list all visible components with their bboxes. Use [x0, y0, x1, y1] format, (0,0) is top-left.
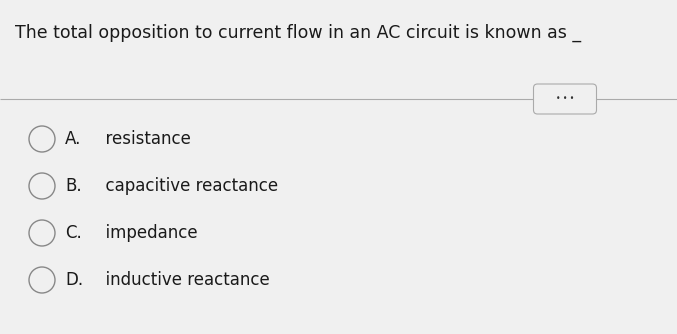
Ellipse shape — [29, 173, 55, 199]
Text: The total opposition to current flow in an AC circuit is known as _: The total opposition to current flow in … — [15, 24, 581, 42]
Ellipse shape — [29, 220, 55, 246]
Text: capacitive reactance: capacitive reactance — [95, 177, 278, 195]
Text: resistance: resistance — [95, 130, 191, 148]
Ellipse shape — [29, 126, 55, 152]
Text: A.: A. — [65, 130, 81, 148]
Text: D.: D. — [65, 271, 83, 289]
Text: impedance: impedance — [95, 224, 198, 242]
Ellipse shape — [29, 267, 55, 293]
Text: C.: C. — [65, 224, 82, 242]
FancyBboxPatch shape — [533, 84, 596, 114]
Text: inductive reactance: inductive reactance — [95, 271, 269, 289]
Text: • • •: • • • — [556, 95, 574, 104]
Text: B.: B. — [65, 177, 82, 195]
